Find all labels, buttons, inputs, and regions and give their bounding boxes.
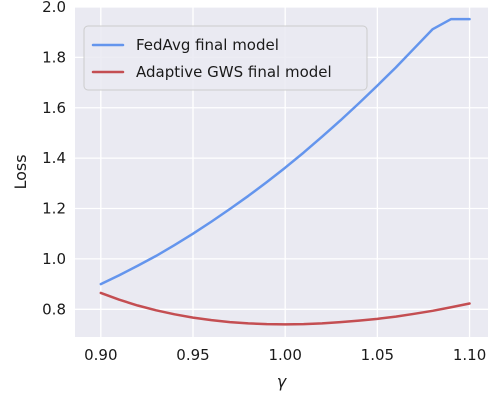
- y-tick-label: 1.8: [42, 48, 66, 66]
- y-tick-labels: 0.8 1.0 1.2 1.4 1.6 1.8 2.0: [42, 0, 66, 318]
- series-line-1: [99, 17, 471, 286]
- y-tick-label: 2.0: [42, 0, 66, 16]
- series-lines: [99, 17, 471, 326]
- y-tick-label: 1.6: [42, 99, 66, 117]
- x-tick-label: 0.95: [176, 346, 209, 364]
- y-tick-label: 1.2: [42, 200, 66, 218]
- x-tick-label: 1.10: [453, 346, 486, 364]
- x-tick-label: 1.05: [361, 346, 394, 364]
- x-tick-label: 0.90: [84, 346, 117, 364]
- x-axis-label: γ: [277, 372, 288, 391]
- legend: FedAvg final model Adaptive GWS final mod…: [83, 25, 368, 91]
- y-tick-label: 0.8: [42, 300, 66, 318]
- legend-label-1: FedAvg final model: [136, 36, 279, 54]
- legend-label-2: Adaptive GWS final model: [136, 63, 332, 81]
- x-tick-labels: 0.90 0.95 1.00 1.05 1.10: [84, 346, 486, 364]
- y-tick-label: 1.0: [42, 250, 66, 268]
- x-tick-label: 1.00: [268, 346, 301, 364]
- y-axis-label: Loss: [11, 154, 30, 189]
- y-tick-label: 1.4: [42, 149, 66, 167]
- series-line-2: [99, 291, 471, 326]
- legend-box: [83, 25, 368, 91]
